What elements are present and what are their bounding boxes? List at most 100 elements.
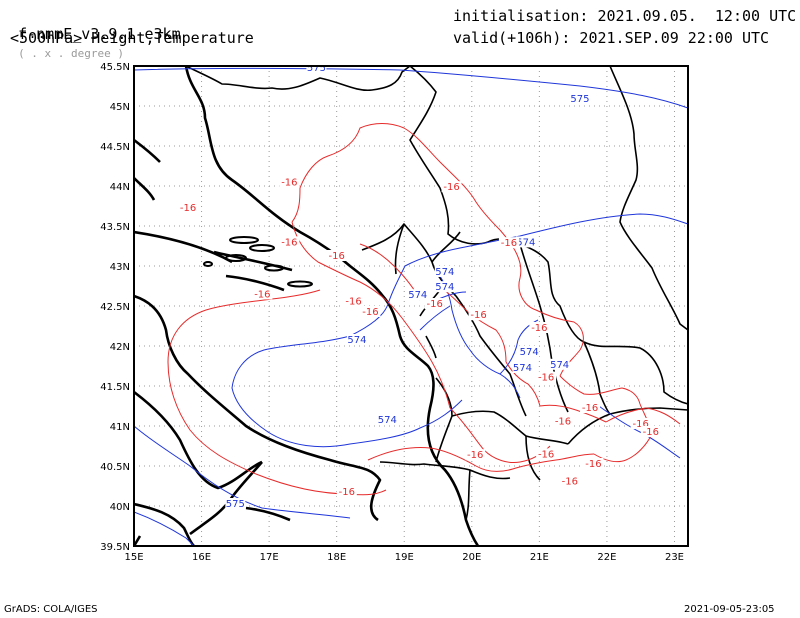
temperature-contour-label-bg bbox=[441, 181, 462, 193]
latitude-tick-label: 44N bbox=[110, 182, 130, 193]
height-contour-labels: 575 575 575 574 574 574 574 574 574 574 574 574 575 bbox=[137, 59, 590, 510]
longitude-tick-label: 15E bbox=[124, 552, 143, 563]
longitude-tick-label: 23E bbox=[665, 552, 684, 563]
temperature-contour-label: -16 bbox=[345, 297, 361, 308]
valid-time: valid(+106h): 2021.SEP.09 22:00 UTC bbox=[453, 29, 770, 47]
height-contour-label: 574 bbox=[435, 267, 454, 278]
temperature-contour-label: -16 bbox=[643, 427, 659, 438]
model-title: f-nmmE_v3.9.1-e3km ( . x . degree ) bbox=[0, 7, 181, 63]
height-contour-label: 574 bbox=[550, 360, 569, 371]
temperature-contour-label-bg bbox=[583, 458, 604, 469]
temperature-contour-label: -16 bbox=[582, 403, 598, 414]
temperature-contour-label: -16 bbox=[254, 289, 270, 300]
latitude-tick-label: 41N bbox=[110, 422, 130, 433]
longitude-tick-label: 21E bbox=[530, 552, 549, 563]
latitude-tick-label: 40N bbox=[110, 502, 130, 513]
height-contour-label: 574 bbox=[435, 282, 454, 293]
temperature-contour-label-bg bbox=[336, 486, 357, 497]
temperature-contour-label: -16 bbox=[585, 459, 601, 470]
height-contour-label-bg bbox=[434, 266, 455, 277]
temperature-contour-label: -16 bbox=[562, 477, 578, 488]
temperature-contour-label: -16 bbox=[180, 203, 196, 214]
latitude-tick-label: 45.5N bbox=[100, 62, 130, 73]
longitude-tick-label: 18E bbox=[327, 552, 346, 563]
temperature-contour-label: -16 bbox=[281, 177, 297, 188]
temperature-contour-labels: -16-16 -16-16-16-16-16-16-16-16-16-16-16-… bbox=[178, 176, 661, 498]
latitude-tick-labels: 39.5N 40N 40.5N 41N 41.5N 42N 42.5N 43N 43.5N 44N… bbox=[100, 62, 130, 553]
height-contour-label-bg bbox=[377, 414, 398, 425]
projection-note: ( . x . degree ) bbox=[18, 47, 125, 60]
height-contour-label: 574 bbox=[408, 290, 427, 301]
temperature-contour-label: -16 bbox=[362, 307, 378, 318]
height-contour-label: 574 bbox=[520, 347, 539, 358]
temperature-contour-label: -16 bbox=[339, 487, 355, 498]
temperature-contour-label-bg bbox=[553, 415, 574, 427]
height-contour-label: 574 bbox=[516, 237, 535, 248]
temperature-contour-label: -16 bbox=[443, 182, 459, 193]
height-contour-label: 574 bbox=[513, 363, 532, 374]
temperature-contour-label-bg bbox=[279, 176, 300, 188]
height-contour-label: 575 bbox=[570, 94, 589, 105]
temperature-contour-label: -16 bbox=[555, 417, 571, 428]
islands bbox=[203, 236, 313, 288]
footer-credit: GrADS: COLA/IGES bbox=[4, 604, 98, 615]
coastlines bbox=[134, 66, 480, 546]
height-contour-label-bg bbox=[515, 236, 536, 248]
temperature-contour-label-bg bbox=[343, 295, 364, 307]
height-contours bbox=[134, 68, 688, 546]
latitude-tick-label: 43.5N bbox=[100, 222, 130, 233]
height-contour-label-bg bbox=[519, 346, 540, 357]
temperature-contour-label: -16 bbox=[538, 449, 554, 460]
temperature-contour-label-bg bbox=[498, 237, 519, 249]
height-contour-label-bg bbox=[512, 362, 533, 373]
height-contour-label-bg bbox=[549, 358, 570, 370]
latitude-tick-label: 42.5N bbox=[100, 302, 130, 313]
latitude-tick-label: 41.5N bbox=[100, 382, 130, 393]
latitude-tick-label: 42N bbox=[110, 342, 130, 353]
temperature-contour-label: -16 bbox=[633, 419, 649, 430]
temperature-contour-label-bg bbox=[536, 448, 557, 460]
temperature-contour-label: -16 bbox=[501, 238, 517, 249]
temperature-contour-label: -16 bbox=[426, 299, 442, 310]
height-contour-label-bg bbox=[434, 281, 455, 293]
height-contour-label-bg bbox=[346, 334, 367, 345]
height-contour-label: 574 bbox=[378, 415, 397, 426]
height-contour-label-bg bbox=[225, 498, 246, 509]
longitude-tick-label: 22E bbox=[597, 552, 616, 563]
initialisation-time: initialisation: 2021.09.05. 12:00 UTC bbox=[453, 7, 797, 25]
temperature-contour-label-bg bbox=[580, 402, 601, 413]
temperature-contour-label-bg bbox=[630, 418, 651, 429]
temperature-contour-label: -16 bbox=[467, 450, 483, 461]
plot-frame bbox=[133, 65, 689, 547]
longitude-tick-label: 17E bbox=[260, 552, 279, 563]
temperature-contour-label-bg bbox=[326, 250, 347, 261]
footer-timestamp: 2021-09-05-23:05 bbox=[684, 604, 775, 615]
height-contour-label: 575 bbox=[138, 59, 157, 70]
longitude-tick-label: 16E bbox=[192, 552, 211, 563]
height-contour-label-bg bbox=[407, 289, 428, 301]
temperature-contour-label-bg bbox=[529, 322, 550, 333]
temperature-contour-label-bg bbox=[424, 298, 445, 309]
temperature-contour-label-bg bbox=[536, 371, 557, 383]
longitude-tick-label: 20E bbox=[462, 552, 481, 563]
temperature-contour-label-bg bbox=[468, 309, 489, 321]
field-title: <500hPa> Height,Temperature bbox=[10, 29, 254, 47]
height-contour-label-bg bbox=[137, 66, 158, 69]
longitude-tick-label: 19E bbox=[395, 552, 414, 563]
longitude-tick-labels: 15E 16E 17E 18E 19E 20E 21E 22E 23E bbox=[124, 552, 684, 563]
temperature-contour-label: -16 bbox=[281, 237, 297, 248]
temperature-contour-label: -16 bbox=[470, 310, 486, 321]
latitude-tick-label: 44.5N bbox=[100, 142, 130, 153]
temperature-contour-label: -16 bbox=[531, 323, 547, 334]
height-contour-label-bg bbox=[569, 93, 590, 105]
temperature-contour-label: -16 bbox=[538, 373, 554, 384]
height-contour-label: 575 bbox=[226, 499, 245, 510]
model-name: f-nmmE_v3.9.1-e3km bbox=[18, 25, 181, 43]
temperature-contour-label-bg bbox=[640, 426, 661, 437]
latitude-tick-label: 40.5N bbox=[100, 462, 130, 473]
latitude-tick-label: 39.5N bbox=[100, 542, 130, 553]
temperature-contour-label: -16 bbox=[329, 251, 345, 262]
height-contour-label: 574 bbox=[347, 335, 366, 346]
temperature-contour-label-bg bbox=[178, 202, 199, 213]
